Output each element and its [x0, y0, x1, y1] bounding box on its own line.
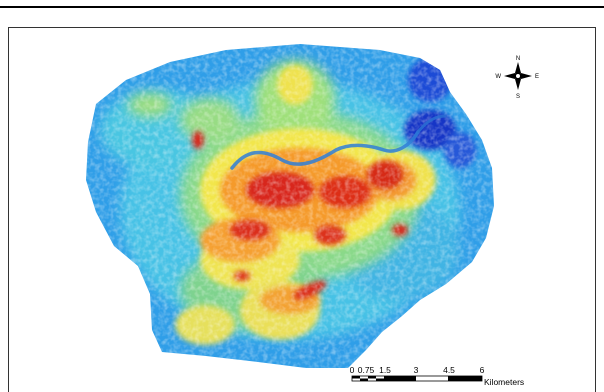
scale-tick-label: 4.5 — [443, 365, 455, 375]
north-arrow-icon: N S E W — [495, 56, 539, 100]
compass-north-label: N — [516, 56, 520, 62]
compass-west-label: W — [495, 74, 501, 80]
texture-overlay — [86, 44, 494, 368]
river — [230, 130, 420, 170]
scale-tick-label: 3 — [413, 365, 419, 375]
river-east — [416, 114, 447, 133]
compass-east-label: E — [535, 74, 539, 80]
land-surface-temperature-layer — [86, 44, 494, 368]
scale-tick-label: 6 — [479, 365, 485, 375]
top-rule — [0, 6, 604, 8]
scale-tick-label: 0.75 — [357, 365, 375, 375]
compass-south-label: S — [516, 94, 520, 100]
scale-bar — [351, 375, 483, 382]
scale-unit-label: Kilometers — [484, 377, 525, 387]
scale-tick-label: 1.5 — [379, 365, 391, 375]
scale-tick-label: 0 — [349, 365, 355, 375]
